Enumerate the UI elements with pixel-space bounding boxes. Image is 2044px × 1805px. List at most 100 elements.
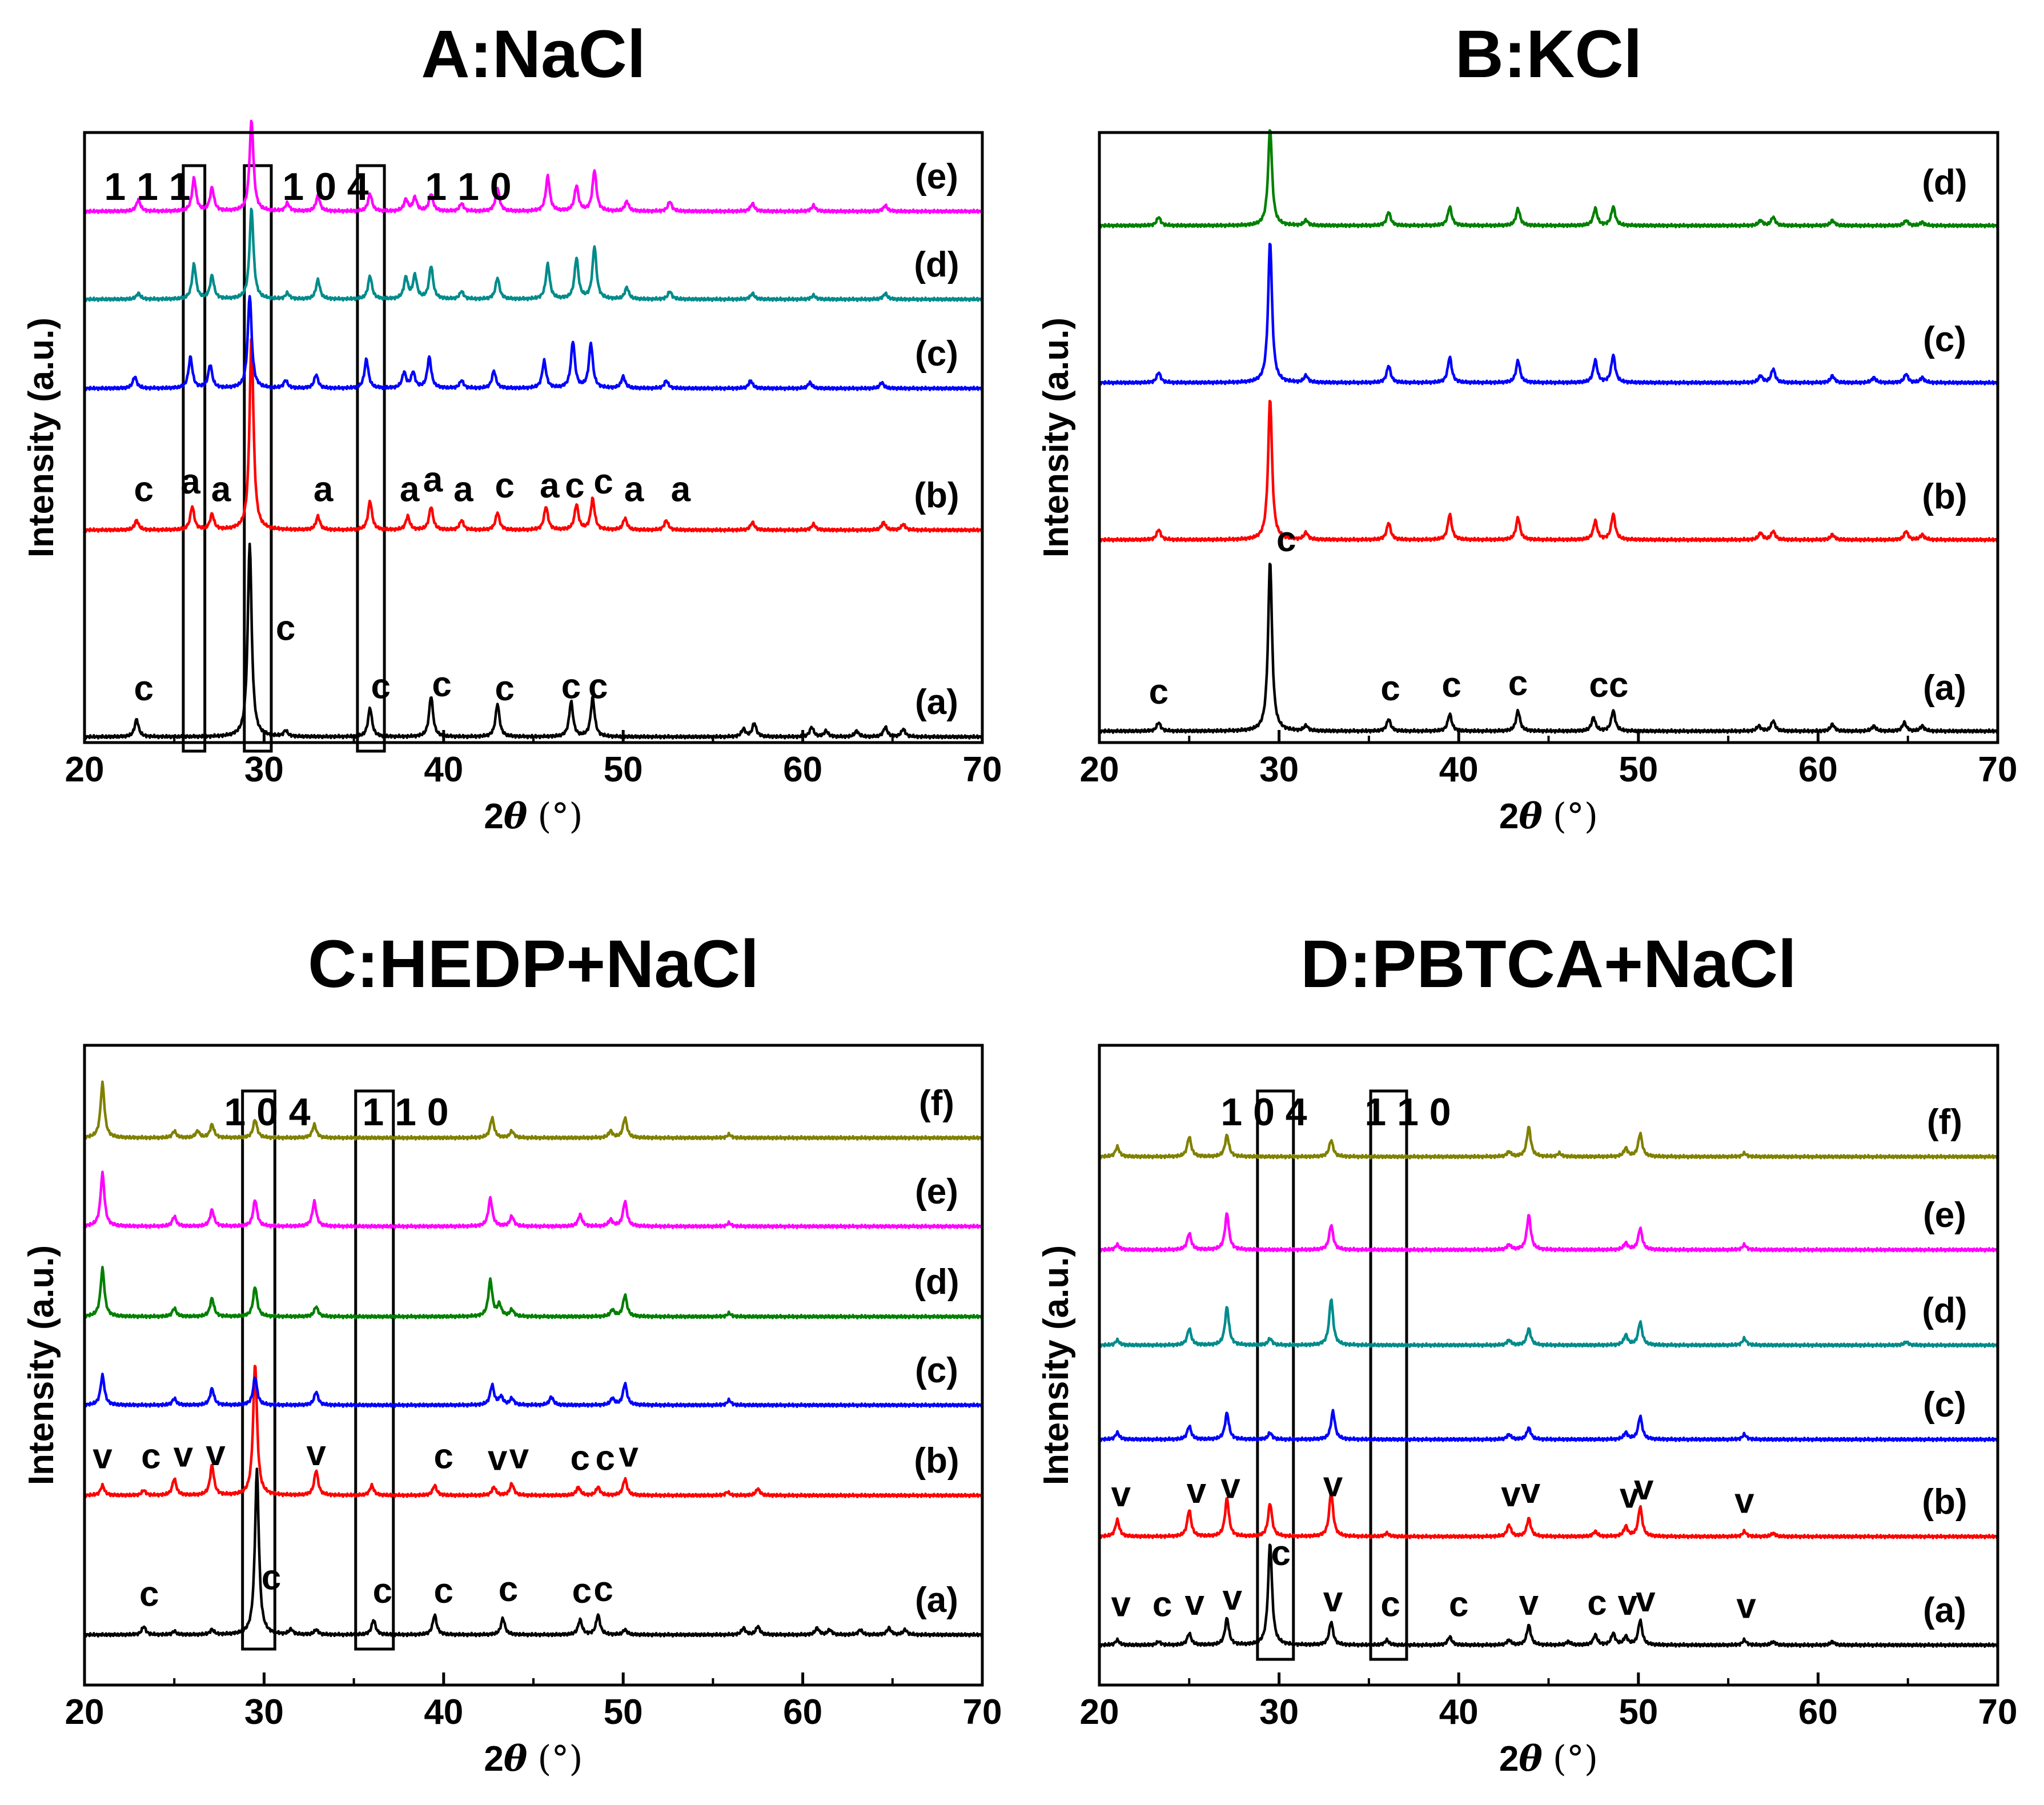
x-tick-label: 40 bbox=[424, 750, 463, 789]
highlight-box bbox=[354, 1089, 395, 1651]
x-tick-label: 40 bbox=[424, 1692, 463, 1732]
peak-label: c bbox=[1589, 665, 1608, 705]
x-axis-label-prefix: 2 bbox=[1499, 797, 1519, 836]
plot-frame bbox=[83, 131, 984, 744]
hkl-label: 1 1 0 bbox=[425, 165, 511, 208]
hkl-label: 1 0 4 bbox=[282, 165, 368, 208]
peak-label: c bbox=[561, 667, 581, 707]
x-axis-label: 2θ (°) bbox=[1499, 795, 1598, 837]
x-tick-label: 40 bbox=[1439, 750, 1479, 789]
peak-label: c bbox=[371, 667, 391, 707]
peak-label: v bbox=[1519, 1583, 1539, 1623]
panel-d: D:PBTCA+NaCl(a)(b)(c)(d)(e)(f)v c v vcv c c v c… bbox=[1037, 926, 2017, 1779]
x-axis-label-theta: θ bbox=[504, 1738, 528, 1779]
peak-label: c bbox=[565, 466, 584, 506]
xrd-curve-a bbox=[84, 1467, 984, 1638]
panel-title: D:PBTCA+NaCl bbox=[1300, 926, 1797, 1002]
x-tick-label: 30 bbox=[244, 750, 284, 789]
xrd-curve-f bbox=[83, 1080, 984, 1141]
x-tick-label: 50 bbox=[1619, 750, 1658, 789]
peak-label: a bbox=[453, 470, 473, 510]
highlight-box bbox=[241, 1089, 276, 1651]
peak-label: v bbox=[509, 1437, 529, 1477]
curve-label: (d) bbox=[1922, 163, 1967, 202]
xrd-curve-f bbox=[1099, 1125, 1999, 1160]
y-axis-label: Intensity (a.u.) bbox=[1037, 318, 1076, 557]
curve-label: (d) bbox=[914, 1262, 959, 1302]
curve-label: (a) bbox=[915, 683, 958, 722]
x-tick-label: 60 bbox=[1798, 750, 1838, 789]
xrd-curve-a bbox=[84, 542, 984, 740]
x-axis-label-prefix: 2 bbox=[1499, 1739, 1519, 1779]
peak-label: c bbox=[432, 665, 451, 704]
peak-label: c bbox=[262, 1558, 281, 1598]
peak-label: v bbox=[1223, 1578, 1243, 1618]
peak-label: v bbox=[1323, 1465, 1343, 1504]
hkl-label: 1 1 1 bbox=[104, 165, 190, 208]
peak-label: v bbox=[1736, 1587, 1756, 1626]
peak-label: c bbox=[1587, 1583, 1607, 1623]
xrd-curve-c bbox=[1099, 1409, 1999, 1443]
peak-label: v bbox=[1111, 1585, 1131, 1625]
peak-label: c bbox=[499, 1570, 518, 1609]
curve-label: (d) bbox=[1922, 1291, 1967, 1330]
panel-a: A:NaCl(a)(b)(c)(d)(e)ccc c c c cc a a a a a a c a c c a… bbox=[22, 17, 1002, 837]
x-tick-label: 60 bbox=[783, 750, 822, 789]
xrd-curve-c bbox=[84, 1373, 984, 1409]
peak-label: v bbox=[1620, 1477, 1640, 1516]
curve-label: (c) bbox=[1923, 1385, 1966, 1425]
peak-label: c bbox=[571, 1439, 590, 1478]
curve-label: (a) bbox=[1923, 1591, 1966, 1630]
peak-label: a bbox=[423, 460, 443, 500]
peak-label: a bbox=[400, 470, 420, 510]
xrd-curve-a bbox=[1099, 1543, 1999, 1648]
peak-label: c bbox=[1380, 669, 1400, 708]
curve-label: (c) bbox=[1923, 320, 1966, 359]
curve-label: (a) bbox=[915, 1581, 958, 1620]
xrd-curve-c bbox=[84, 295, 984, 391]
peak-label: c bbox=[1449, 1585, 1468, 1625]
peak-label: c bbox=[596, 1439, 615, 1478]
highlight-box bbox=[182, 164, 207, 753]
peak-label: c bbox=[1508, 664, 1528, 703]
x-tick-label: 20 bbox=[65, 750, 105, 789]
curve-label: (f) bbox=[919, 1084, 954, 1123]
peak-label: v bbox=[306, 1434, 326, 1473]
x-tick-label: 60 bbox=[783, 1692, 822, 1732]
xrd-curve-d bbox=[1099, 1298, 1999, 1349]
peak-label: c bbox=[434, 1571, 453, 1611]
hkl-label: 1 0 4 bbox=[224, 1090, 310, 1134]
peak-label: v bbox=[206, 1434, 226, 1473]
peak-label: v bbox=[488, 1439, 508, 1478]
hkl-label: 1 1 0 bbox=[1364, 1090, 1451, 1134]
peak-label: c bbox=[495, 466, 514, 506]
x-tick-label: 70 bbox=[1978, 750, 2018, 789]
peak-label: v bbox=[174, 1435, 194, 1475]
peak-label: c bbox=[593, 1570, 613, 1609]
x-axis-label: 2θ (°) bbox=[484, 795, 583, 837]
x-tick-label: 30 bbox=[1259, 1692, 1299, 1732]
xrd-curve-d bbox=[83, 1266, 984, 1320]
x-tick-label: 50 bbox=[604, 1692, 643, 1732]
peak-label: v bbox=[1636, 1580, 1656, 1619]
xrd-curve-e bbox=[1099, 1212, 1999, 1253]
peak-label: a bbox=[624, 470, 644, 510]
curve-label: (d) bbox=[914, 245, 959, 284]
x-tick-label: 40 bbox=[1439, 1692, 1479, 1732]
peak-label: c bbox=[593, 462, 613, 502]
panel-title: B:KCl bbox=[1455, 17, 1643, 92]
x-axis-label-theta: θ bbox=[504, 795, 528, 837]
peak-label: c bbox=[276, 609, 295, 648]
peak-label: c bbox=[1380, 1585, 1400, 1625]
x-tick-label: 50 bbox=[604, 750, 643, 789]
x-axis-label-unit: (°) bbox=[537, 1738, 583, 1779]
x-axis-label-theta: θ bbox=[1519, 795, 1543, 837]
x-axis-label-unit: (°) bbox=[537, 795, 583, 837]
peak-label: v bbox=[1220, 1466, 1240, 1506]
peak-label: c bbox=[1271, 1534, 1291, 1573]
peak-label: c bbox=[1152, 1585, 1172, 1625]
xrd-curve-e bbox=[84, 1170, 984, 1230]
curve-label: (e) bbox=[915, 1172, 958, 1212]
peak-label: c bbox=[139, 1575, 159, 1614]
xrd-curve-b bbox=[84, 338, 984, 533]
